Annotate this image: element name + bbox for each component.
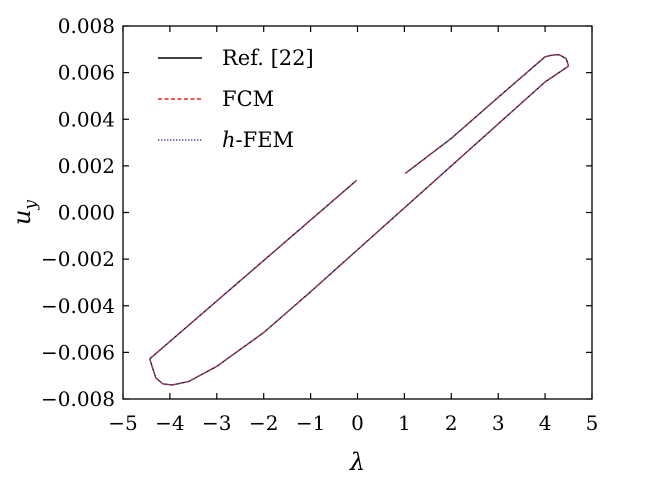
y-axis-label: uy (8, 200, 41, 225)
y-tick-label: 0.002 (58, 154, 115, 178)
series-2-segment-1 (149, 65, 569, 386)
x-tick-label: 4 (539, 411, 552, 435)
y-tick-label: −0.004 (41, 294, 115, 318)
plot-frame (122, 25, 593, 400)
y-tick-label: −0.006 (41, 340, 115, 364)
x-tick-label: 2 (445, 411, 458, 435)
x-tick-label: 0 (351, 411, 364, 435)
series-1-segment-2 (404, 54, 570, 174)
legend-label: FCM (222, 87, 274, 111)
y-tick-label: 0.008 (58, 14, 115, 38)
y-tick-label: 0.004 (58, 107, 115, 131)
x-tick-label: −2 (249, 411, 278, 435)
x-tick-label: −3 (202, 411, 231, 435)
plot-lines (149, 54, 570, 386)
series-1-segment-1 (149, 65, 569, 386)
x-tick-label: −4 (155, 411, 184, 435)
x-tick-label: −5 (108, 411, 137, 435)
legend: Ref. [22] FCM h-FEM (158, 46, 314, 152)
legend-label: h-FEM (222, 128, 294, 152)
y-tick-label: 0.006 (58, 61, 115, 85)
axis-tick-labels: −5 −4 −3 −2 −1 0 1 2 3 4 5 0.008 0.006 0.004 0.002 0.00… (41, 14, 598, 435)
x-tick-label: −1 (296, 411, 325, 435)
x-axis-label: λ (349, 448, 365, 476)
y-tick-label: −0.002 (41, 247, 115, 271)
series-2-segment-0 (149, 179, 357, 360)
series-2-segment-2 (404, 54, 570, 174)
x-tick-label: 1 (398, 411, 411, 435)
x-tick-label: 3 (492, 411, 505, 435)
y-tick-label: 0.000 (58, 201, 115, 225)
legend-label: Ref. [22] (222, 46, 314, 70)
x-tick-label: 5 (586, 411, 599, 435)
series-0-segment-1 (149, 65, 569, 386)
axis-ticks (122, 25, 593, 400)
series-0-segment-2 (404, 54, 570, 174)
y-tick-label: −0.008 (41, 387, 115, 411)
